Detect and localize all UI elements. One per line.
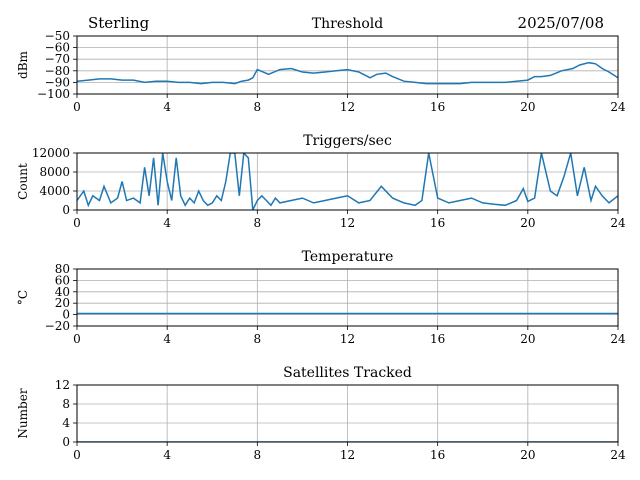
threshold-xtick-label: 0 bbox=[73, 100, 81, 114]
temperature-xtick-label: 12 bbox=[340, 332, 355, 346]
threshold-xtick-label: 12 bbox=[340, 100, 355, 114]
temperature-xtick-label: 24 bbox=[610, 332, 626, 346]
satellites-xtick-label: 20 bbox=[520, 448, 535, 462]
threshold-series-line bbox=[77, 61, 618, 85]
triggers-panel: 0 4 8 12 16 20 24 0 4000 8000 12000 Triggers/sec Cou… bbox=[16, 133, 626, 230]
satellites-ytick-label: 8 bbox=[62, 397, 70, 411]
satellites-ytick-label: 12 bbox=[55, 378, 70, 392]
temperature-ytick-label: 80 bbox=[55, 262, 70, 276]
threshold-panel: 0 4 8 12 16 20 24 −100−90−80−70−60−50 Threshold d… bbox=[16, 16, 626, 114]
temperature-xtick-label: 16 bbox=[430, 332, 445, 346]
satellites-xtick-label: 24 bbox=[610, 448, 626, 462]
threshold-xtick-label: 8 bbox=[254, 100, 262, 114]
satellites-title: Satellites Tracked bbox=[283, 365, 412, 381]
temperature-xtick-label: 4 bbox=[163, 332, 171, 346]
station-name: Sterling bbox=[88, 14, 150, 32]
temperature-ytick-label: 40 bbox=[55, 285, 70, 299]
threshold-ytick-label: −70 bbox=[45, 52, 70, 66]
triggers-series-line bbox=[77, 153, 618, 210]
triggers-ytick-label: 0 bbox=[62, 203, 70, 217]
satellites-xtick-label: 4 bbox=[163, 448, 171, 462]
triggers-xtick-label: 20 bbox=[520, 216, 535, 230]
threshold-ytick-label: −50 bbox=[45, 29, 70, 43]
triggers-ylabel: Count bbox=[16, 163, 30, 200]
triggers-xtick-label: 24 bbox=[610, 216, 626, 230]
satellites-xtick-label: 8 bbox=[254, 448, 262, 462]
threshold-ylabel: dBm bbox=[16, 50, 30, 79]
date-label: 2025/07/08 bbox=[518, 14, 604, 32]
satellites-panel: 0 4 8 12 16 20 24 0 4 8 12 Satellites Tracked Number bbox=[16, 365, 626, 462]
satellites-xtick-label: 0 bbox=[73, 448, 81, 462]
triggers-xtick-label: 12 bbox=[340, 216, 355, 230]
threshold-xtick-label: 20 bbox=[520, 100, 535, 114]
temperature-xtick-label: 20 bbox=[520, 332, 535, 346]
satellites-ytick-label: 0 bbox=[62, 435, 70, 449]
triggers-ytick-label: 8000 bbox=[39, 165, 70, 179]
temperature-ytick-label: 0 bbox=[62, 308, 70, 322]
threshold-ytick-label: −80 bbox=[45, 64, 70, 78]
chart-panels: 0 4 8 12 16 20 24 −100−90−80−70−60−50 Threshold d… bbox=[16, 16, 626, 462]
temperature-title: Temperature bbox=[302, 249, 394, 265]
satellites-xtick-label: 16 bbox=[430, 448, 445, 462]
threshold-title: Threshold bbox=[312, 16, 383, 32]
threshold-xtick-label: 24 bbox=[610, 100, 626, 114]
satellites-ylabel: Number bbox=[16, 388, 30, 438]
triggers-xtick-label: 0 bbox=[73, 216, 81, 230]
triggers-title: Triggers/sec bbox=[303, 133, 392, 149]
temperature-ytick-label: −20 bbox=[45, 319, 70, 333]
satellites-xtick-label: 12 bbox=[340, 448, 355, 462]
threshold-ytick-label: −100 bbox=[37, 87, 70, 101]
temperature-ylabel: °C bbox=[16, 290, 30, 305]
triggers-ytick-label: 4000 bbox=[39, 184, 70, 198]
threshold-ytick-label: −60 bbox=[45, 41, 70, 55]
threshold-xtick-label: 16 bbox=[430, 100, 445, 114]
temperature-xtick-label: 0 bbox=[73, 332, 81, 346]
triggers-xtick-label: 16 bbox=[430, 216, 445, 230]
temperature-ytick-label: 60 bbox=[55, 273, 70, 287]
temperature-xtick-label: 8 bbox=[254, 332, 262, 346]
triggers-xtick-label: 8 bbox=[254, 216, 262, 230]
triggers-ytick-label: 12000 bbox=[32, 146, 70, 160]
temperature-ytick-label: 20 bbox=[55, 296, 70, 310]
triggers-xtick-label: 4 bbox=[163, 216, 171, 230]
satellites-ytick-label: 4 bbox=[62, 416, 70, 430]
threshold-xtick-label: 4 bbox=[163, 100, 171, 114]
threshold-ytick-label: −90 bbox=[45, 75, 70, 89]
